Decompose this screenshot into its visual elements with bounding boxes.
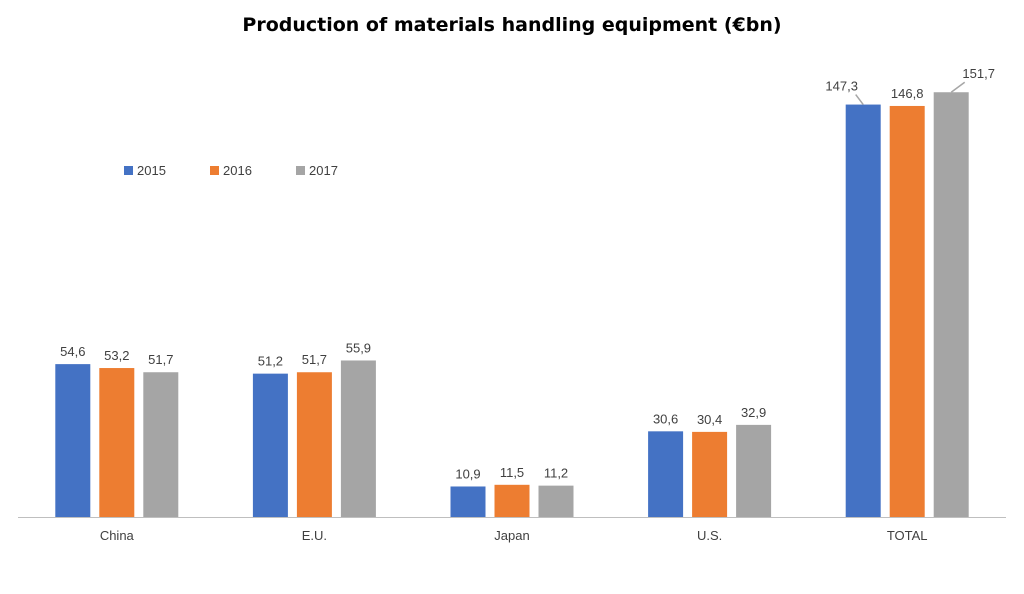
data-label-2017-China: 51,7 [148,352,173,367]
bar-2017-TOTAL [933,92,969,518]
data-label-2016-U.S.: 30,4 [697,412,722,427]
data-label-2017-U.S.: 32,9 [741,405,766,420]
legend-swatch-2017 [296,166,305,175]
legend-swatch-2016 [210,166,219,175]
bar-2017-Japan [538,485,574,517]
data-label-2015-TOTAL: 147,3 [825,79,858,94]
legend: 2015 2016 2017 [124,163,338,178]
bar-2017-U.S. [736,424,772,517]
data-label-2017-Japan: 11,2 [544,466,568,481]
category-label-China: China [100,528,135,543]
data-label-2016-Japan: 11,5 [500,465,524,480]
bar-2016-China [99,368,135,517]
data-labels-layer: 54,6 53,2 51,7 51,2 51,7 55,9 10,9 11,5 11,2 30,6… [60,66,995,481]
chart-title: Production of materials handling equipme… [242,14,782,36]
leader-line-2017-TOTAL [950,81,966,93]
bar-2017-E.U. [340,360,376,517]
data-label-2015-Japan: 10,9 [455,466,480,481]
category-label-TOTAL: TOTAL [887,528,928,543]
legend-label-2017: 2017 [309,163,338,178]
data-label-2015-E.U.: 51,2 [258,354,283,369]
legend-label-2016: 2016 [223,163,252,178]
bar-2015-Japan [450,486,486,517]
category-label-E.U.: E.U. [302,528,327,543]
bar-2016-Japan [494,484,530,517]
category-label-U.S.: U.S. [697,528,722,543]
data-label-2015-U.S.: 30,6 [653,411,678,426]
category-label-Japan: Japan [494,528,529,543]
data-label-2016-China: 53,2 [104,348,129,363]
leader-line-2015-TOTAL [855,94,864,106]
legend-label-2015: 2015 [137,163,166,178]
bar-2016-TOTAL [889,105,925,518]
bar-2015-U.S. [648,431,684,517]
data-label-2015-China: 54,6 [60,344,85,359]
data-label-2017-TOTAL: 151,7 [962,66,995,81]
bar-2015-TOTAL [845,104,881,517]
bar-2015-China [55,364,91,517]
bars-layer [55,92,969,518]
category-axis-labels: China E.U. Japan U.S. TOTAL [100,528,928,543]
bar-2016-U.S. [692,431,728,517]
bar-2016-E.U. [296,372,332,517]
bar-2017-China [143,372,179,517]
bar-2015-E.U. [252,373,288,517]
data-label-2016-E.U.: 51,7 [302,352,327,367]
legend-swatch-2015 [124,166,133,175]
data-label-2017-E.U.: 55,9 [346,340,371,355]
data-label-2016-TOTAL: 146,8 [891,86,924,101]
leader-lines-layer [855,81,966,106]
